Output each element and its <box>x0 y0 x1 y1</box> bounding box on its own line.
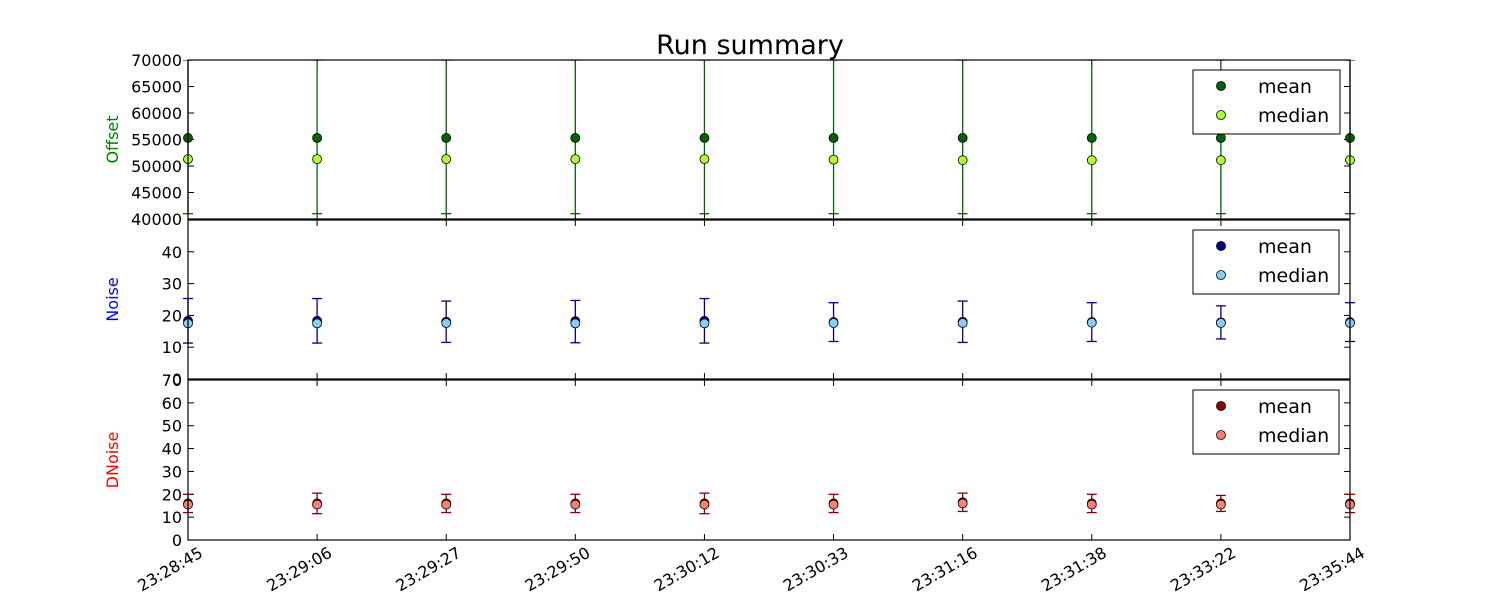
data-point-mean <box>1215 133 1226 143</box>
data-point-median <box>570 499 581 510</box>
data-point-mean <box>570 133 581 143</box>
x-tick-label: 23:29:06 <box>263 543 335 595</box>
data-point-median <box>312 154 323 165</box>
data-point-mean <box>441 133 452 143</box>
legend-marker-median <box>1216 110 1226 120</box>
x-tick-label: 23:35:44 <box>1296 543 1368 595</box>
data-point-median <box>828 318 839 328</box>
data-point-median <box>1215 318 1226 328</box>
plot-frame <box>187 59 1351 220</box>
data-point-median <box>441 318 452 328</box>
y-tick-label: 40000 <box>131 210 182 229</box>
legend-marker-mean <box>1216 401 1226 411</box>
legend-label-median: median <box>1258 425 1329 447</box>
y-tick-label: 30 <box>162 462 182 481</box>
data-point-median <box>312 499 323 510</box>
legend-marker-mean <box>1216 241 1226 251</box>
y-axis-label: Offset <box>103 115 122 163</box>
data-point-median <box>570 318 581 329</box>
y-tick-label: 10 <box>162 508 182 527</box>
data-point-median <box>957 498 968 509</box>
y-axis-label: DNoise <box>103 432 122 489</box>
data-point-mean <box>828 133 839 143</box>
data-point-median <box>957 318 968 328</box>
data-point-mean <box>957 133 968 143</box>
chart-title: Run summary <box>656 30 844 61</box>
data-point-median <box>1086 155 1097 166</box>
data-point-median <box>1086 499 1097 510</box>
y-tick-label: 50 <box>162 417 182 436</box>
y-tick-label: 70 <box>162 371 182 390</box>
data-point-median <box>699 318 710 329</box>
legend-box <box>1192 229 1340 295</box>
data-point-median <box>441 499 452 510</box>
legend-label-mean: mean <box>1258 236 1312 258</box>
data-point-median <box>699 499 710 510</box>
data-point-median <box>957 155 968 166</box>
x-tick-label: 23:28:45 <box>134 543 206 595</box>
x-tick-label: 23:33:22 <box>1167 543 1239 595</box>
y-tick-label: 60000 <box>131 104 182 123</box>
legend: mean median <box>1192 229 1340 295</box>
x-tick-label: 23:29:27 <box>392 543 464 595</box>
x-tick-label: 23:30:33 <box>780 543 852 595</box>
legend-marker-mean <box>1216 81 1226 91</box>
y-tick-label: 10 <box>162 338 182 357</box>
y-tick-label: 55000 <box>131 131 182 150</box>
data-point-median <box>570 154 581 165</box>
x-tick-label: 23:29:50 <box>522 543 594 595</box>
legend-marker-median <box>1216 430 1226 440</box>
y-axis-label: Noise <box>103 277 122 321</box>
panel-dnoise: 0 10 20 30 40 50 60 70 DNoise mean median <box>103 371 1355 550</box>
x-tick-label: 23:30:12 <box>651 543 723 595</box>
data-point-median <box>441 154 452 165</box>
data-point-median <box>312 318 323 329</box>
data-point-median <box>1086 317 1097 328</box>
y-tick-label: 20 <box>162 306 182 325</box>
panel-noise: 0 10 20 30 40 Noise mean median <box>103 219 1355 389</box>
y-tick-label: 40 <box>162 243 182 262</box>
data-marks <box>183 297 1355 344</box>
legend-marker-median <box>1216 270 1226 280</box>
legend-label-median: median <box>1258 105 1329 127</box>
y-tick-label: 0 <box>172 531 182 550</box>
y-tick-label: 40 <box>162 440 182 459</box>
data-point-median <box>1215 155 1226 166</box>
data-point-mean <box>699 133 710 143</box>
y-tick-label: 65000 <box>131 78 182 97</box>
data-point-mean <box>312 133 323 143</box>
plot-frame <box>187 219 1351 380</box>
data-point-mean <box>1086 133 1097 143</box>
legend-label-median: median <box>1258 265 1329 287</box>
data-point-median <box>828 154 839 165</box>
data-point-median <box>1215 499 1226 510</box>
legend: mean median <box>1192 389 1340 455</box>
legend-label-mean: mean <box>1258 76 1312 98</box>
y-tick-label: 0 <box>172 370 182 389</box>
y-tick-label: 60 <box>162 394 182 413</box>
data-marks <box>183 492 1355 515</box>
panel-offset: 40000 45000 50000 55000 60000 65000 70000 Offse… <box>103 51 1355 229</box>
data-point-median <box>699 154 710 165</box>
legend-box <box>1192 389 1340 455</box>
y-tick-label: 20 <box>162 485 182 504</box>
legend: mean median <box>1192 69 1341 135</box>
x-tick-label: 23:31:16 <box>909 543 981 595</box>
legend-label-mean: mean <box>1258 396 1312 418</box>
plot-frame <box>187 379 1351 541</box>
x-tick-label: 23:31:38 <box>1038 543 1110 595</box>
y-tick-label: 45000 <box>131 184 182 203</box>
y-tick-label: 50000 <box>131 157 182 176</box>
y-tick-label: 30 <box>162 275 182 294</box>
legend-box <box>1192 69 1341 135</box>
data-point-median <box>828 499 839 510</box>
y-tick-label: 70000 <box>131 51 182 70</box>
data-marks <box>183 60 1355 215</box>
